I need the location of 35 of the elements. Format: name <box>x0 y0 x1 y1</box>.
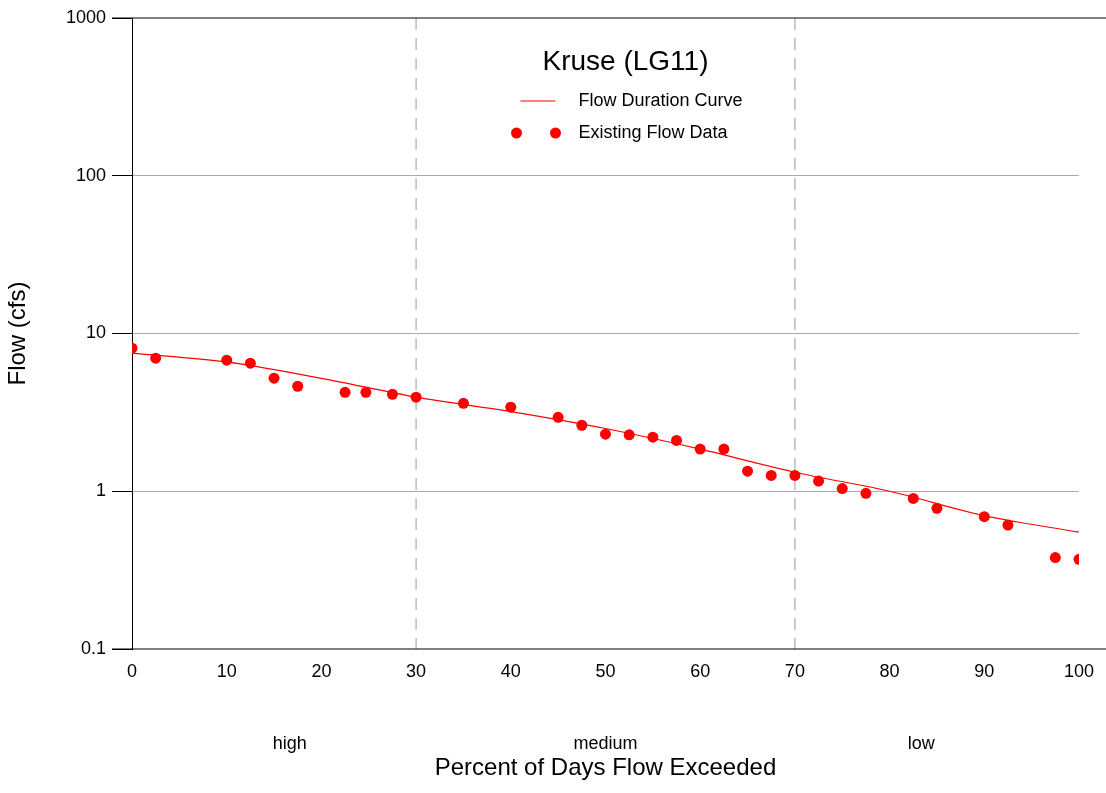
legend-label: Flow Duration Curve <box>578 89 743 110</box>
x-tick-label: 70 <box>784 660 805 681</box>
x-tick-label: 100 <box>1063 660 1095 681</box>
x-tick-label: 50 <box>595 660 616 681</box>
x-axis-title: Percent of Days Flow Exceeded <box>434 753 777 781</box>
x-tick-label: 60 <box>690 660 711 681</box>
point <box>339 386 351 398</box>
point <box>292 380 304 392</box>
x-tick-label: 20 <box>311 660 332 681</box>
point <box>360 386 372 398</box>
y-tick-label: 1 <box>95 480 106 501</box>
x-tick-label: 10 <box>216 660 237 681</box>
point <box>742 465 754 477</box>
text: Kruse (LG11) <box>542 44 709 76</box>
legend-label: Existing Flow Data <box>578 121 729 142</box>
text: low <box>907 732 936 753</box>
y-tick-label: 1000 <box>65 6 106 27</box>
point <box>860 487 872 499</box>
y-tick-label: 10 <box>85 322 106 343</box>
y-tick-label: 0.1 <box>80 637 106 658</box>
point <box>268 372 280 384</box>
x-tick-label: 90 <box>974 660 995 681</box>
text: high <box>272 732 307 753</box>
x-tick-label: 0 <box>126 660 138 681</box>
y-tick-label: 100 <box>75 164 106 185</box>
x-tick-label: 40 <box>500 660 521 681</box>
point <box>599 428 611 440</box>
point <box>765 469 777 481</box>
x-tick-label: 30 <box>406 660 427 681</box>
point <box>1049 552 1061 564</box>
point <box>836 483 848 495</box>
x-tick-label: 80 <box>879 660 900 681</box>
point <box>718 443 730 455</box>
text: medium <box>573 732 638 753</box>
y-axis-title: Flow (cfs) <box>3 281 31 386</box>
